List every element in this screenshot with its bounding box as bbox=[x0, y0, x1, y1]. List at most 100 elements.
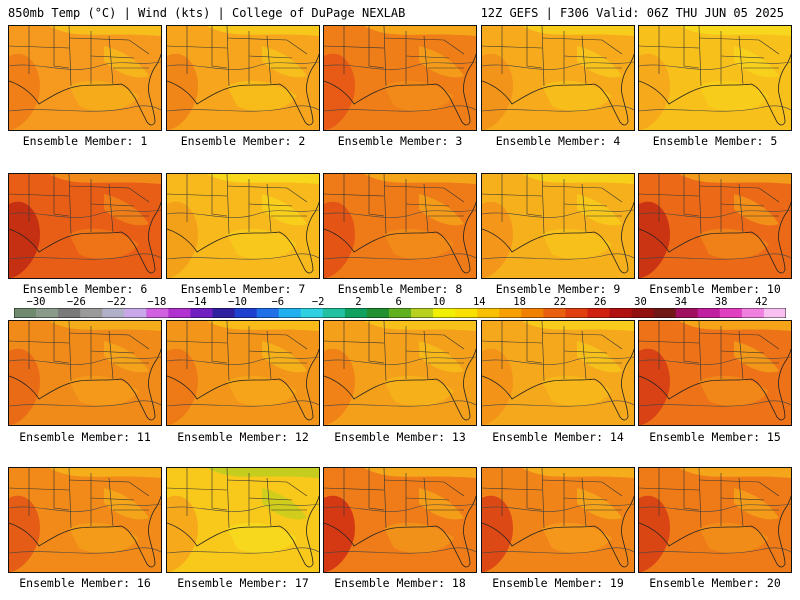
colorbar-tick-label: −30 bbox=[26, 296, 46, 308]
colorbar-swatch bbox=[58, 308, 81, 318]
ensemble-member-label: Ensemble Member: 18 bbox=[334, 576, 466, 590]
colorbar-tick-label: 38 bbox=[714, 296, 728, 308]
colorbar-swatch bbox=[565, 308, 588, 318]
colorbar-swatch bbox=[190, 308, 214, 318]
ensemble-panel-16 bbox=[8, 467, 162, 573]
ensemble-member-label: Ensemble Member: 16 bbox=[19, 576, 151, 590]
colorbar-swatch bbox=[80, 308, 103, 318]
temperature-map bbox=[324, 174, 476, 278]
temperature-map bbox=[324, 26, 476, 130]
temperature-map bbox=[167, 321, 319, 425]
model-run-info: 12Z GEFS | F306 Valid: 06Z THU JUN 05 20… bbox=[480, 6, 784, 20]
temperature-map bbox=[167, 26, 319, 130]
colorbar-swatch bbox=[763, 308, 786, 318]
map-title: 850mb Temp (°C) | Wind (kts) | College o… bbox=[8, 6, 406, 20]
colorbar-tick-label: −6 bbox=[271, 296, 285, 308]
colorbar-swatch bbox=[609, 308, 633, 318]
ensemble-panel-2 bbox=[166, 25, 320, 131]
temperature-colorbar bbox=[14, 308, 786, 318]
ensemble-member-label: Ensemble Member: 6 bbox=[22, 282, 148, 296]
ensemble-panel-10 bbox=[638, 173, 792, 279]
temperature-map bbox=[639, 468, 791, 572]
ensemble-member-label: Ensemble Member: 1 bbox=[22, 134, 148, 148]
temperature-map bbox=[639, 26, 791, 130]
colorbar-tick-label: 18 bbox=[513, 296, 526, 308]
ensemble-member-label: Ensemble Member: 9 bbox=[495, 282, 621, 296]
colorbar-swatch bbox=[455, 308, 478, 318]
ensemble-member-label: Ensemble Member: 13 bbox=[334, 430, 466, 444]
ensemble-member-label: Ensemble Member: 20 bbox=[649, 576, 781, 590]
ensemble-member-label: Ensemble Member: 4 bbox=[495, 134, 621, 148]
colorbar-swatch bbox=[146, 308, 169, 318]
colorbar-swatch bbox=[14, 308, 37, 318]
colorbar-swatch bbox=[631, 308, 655, 318]
ensemble-panel-17 bbox=[166, 467, 320, 573]
ensemble-member-label: Ensemble Member: 8 bbox=[337, 282, 463, 296]
colorbar-swatch bbox=[256, 308, 280, 318]
ensemble-panel-5 bbox=[638, 25, 792, 131]
colorbar-tick-label: −10 bbox=[228, 296, 247, 308]
ensemble-panel-1 bbox=[8, 25, 162, 131]
colorbar-tick-label: 22 bbox=[553, 296, 567, 308]
colorbar-swatch bbox=[234, 308, 258, 318]
temperature-map bbox=[639, 174, 791, 278]
colorbar-swatch bbox=[102, 308, 125, 318]
colorbar-swatch bbox=[388, 308, 412, 318]
colorbar-ticks: −30 −26 −22 −18 −14 −10 −6 −2 2 6 10 14 18 22 26 30 34 38… bbox=[0, 296, 800, 308]
colorbar-swatch bbox=[322, 308, 346, 318]
colorbar-tick-label: 2 bbox=[355, 296, 362, 308]
colorbar-tick-label: −22 bbox=[107, 296, 127, 308]
ensemble-panel-20 bbox=[638, 467, 792, 573]
ensemble-member-label: Ensemble Member: 14 bbox=[492, 430, 624, 444]
ensemble-member-label: Ensemble Member: 7 bbox=[180, 282, 306, 296]
colorbar-tick-label: 42 bbox=[755, 296, 768, 308]
colorbar-tick-label: −18 bbox=[147, 296, 167, 308]
colorbar-swatch bbox=[499, 308, 522, 318]
colorbar-swatch bbox=[344, 308, 368, 318]
ensemble-panel-9 bbox=[481, 173, 635, 279]
colorbar-swatch bbox=[719, 308, 743, 318]
colorbar-tick-label: 14 bbox=[472, 296, 486, 308]
ensemble-panel-8 bbox=[323, 173, 477, 279]
colorbar-swatch bbox=[521, 308, 544, 318]
ensemble-panel-3 bbox=[323, 25, 477, 131]
colorbar-swatch bbox=[124, 308, 147, 318]
temperature-map bbox=[9, 174, 161, 278]
colorbar-swatch bbox=[543, 308, 566, 318]
temperature-map bbox=[167, 174, 319, 278]
colorbar-tick-label: 30 bbox=[634, 296, 647, 308]
ensemble-panel-6 bbox=[8, 173, 162, 279]
temperature-map bbox=[482, 26, 634, 130]
temperature-map bbox=[482, 321, 634, 425]
colorbar-swatch bbox=[411, 308, 434, 318]
temperature-map bbox=[482, 174, 634, 278]
colorbar-tick-label: −2 bbox=[311, 296, 325, 308]
ensemble-member-label: Ensemble Member: 15 bbox=[649, 430, 781, 444]
colorbar-swatch bbox=[653, 308, 677, 318]
colorbar-swatch bbox=[168, 308, 191, 318]
ensemble-panel-14 bbox=[481, 320, 635, 426]
ensemble-panel-4 bbox=[481, 25, 635, 131]
colorbar-tick-label: −26 bbox=[66, 296, 86, 308]
ensemble-panel-18 bbox=[323, 467, 477, 573]
temperature-map bbox=[167, 468, 319, 572]
colorbar-swatch bbox=[587, 308, 611, 318]
colorbar-swatch bbox=[697, 308, 721, 318]
colorbar-tick-label: 26 bbox=[593, 296, 607, 308]
temperature-map bbox=[639, 321, 791, 425]
ensemble-panel-12 bbox=[166, 320, 320, 426]
ensemble-member-label: Ensemble Member: 11 bbox=[19, 430, 151, 444]
ensemble-member-label: Ensemble Member: 17 bbox=[177, 576, 309, 590]
colorbar-tick-label: 34 bbox=[674, 296, 688, 308]
colorbar-swatch bbox=[300, 308, 324, 318]
ensemble-member-label: Ensemble Member: 3 bbox=[337, 134, 463, 148]
ensemble-panel-19 bbox=[481, 467, 635, 573]
temperature-map bbox=[324, 321, 476, 425]
ensemble-panel-11 bbox=[8, 320, 162, 426]
ensemble-member-label: Ensemble Member: 2 bbox=[180, 134, 306, 148]
ensemble-member-label: Ensemble Member: 19 bbox=[492, 576, 624, 590]
ensemble-panel-7 bbox=[166, 173, 320, 279]
colorbar-swatch bbox=[36, 308, 59, 318]
ensemble-panel-13 bbox=[323, 320, 477, 426]
colorbar-tick-label: 6 bbox=[395, 296, 402, 308]
